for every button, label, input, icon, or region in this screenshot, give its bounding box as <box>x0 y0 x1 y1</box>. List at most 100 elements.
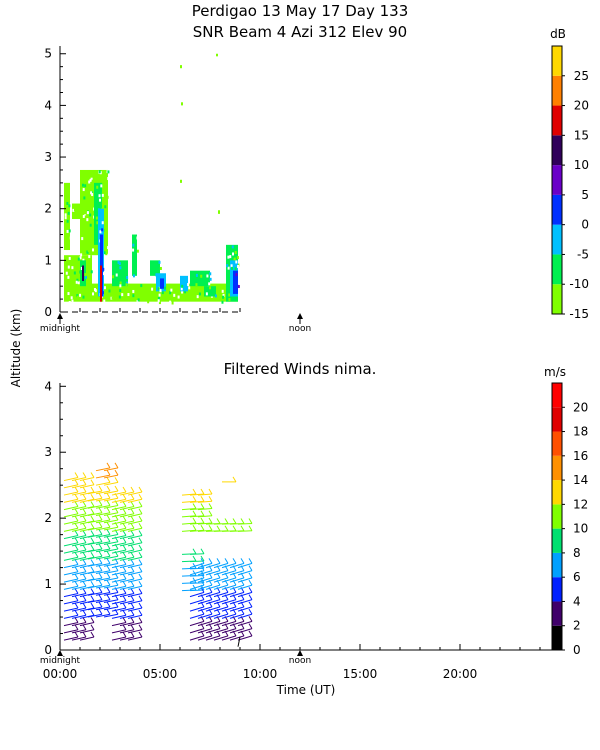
snr-speckle <box>132 289 135 293</box>
wind-barb <box>213 628 229 634</box>
wind-barb <box>213 635 229 641</box>
wind-barb-feather <box>232 525 237 532</box>
wind-barb-feather <box>192 503 197 509</box>
wind-barb <box>87 591 103 596</box>
wind-barb <box>189 577 205 583</box>
snr-colorbar-segment <box>552 46 562 76</box>
wind-barb <box>205 591 221 598</box>
wind-barb-feather <box>90 624 95 631</box>
wind-barb-feather <box>192 510 197 516</box>
wind-barb <box>79 506 95 511</box>
snr-speckle <box>200 274 203 278</box>
snr-speckle <box>68 301 71 305</box>
winds-colorbar-frame <box>551 382 563 651</box>
wind-barb-feather <box>74 559 79 565</box>
wind-barb <box>189 589 205 592</box>
wind-barb <box>197 635 213 641</box>
snr-speckle <box>76 278 79 282</box>
wind-barb <box>79 607 95 612</box>
wind-barb-feather <box>74 479 79 485</box>
wind-barb-feather <box>122 588 127 594</box>
wind-barb <box>79 549 95 554</box>
wind-barb <box>127 498 143 503</box>
snr-speckle <box>77 281 80 285</box>
wind-barb <box>95 474 111 479</box>
wind-barb <box>221 620 237 627</box>
wind-barbs <box>63 462 253 647</box>
wind-barb <box>111 506 127 511</box>
snr-speckle <box>187 283 190 287</box>
wind-barb <box>87 512 103 517</box>
wind-barb <box>237 635 253 641</box>
wind-barb <box>71 542 87 547</box>
snr-cell <box>150 260 160 276</box>
wind-barb <box>205 613 221 619</box>
wind-barb-feather <box>130 610 135 616</box>
winds-colorbar-tick-label: 10 <box>573 522 588 536</box>
wind-barb-feather <box>138 501 143 507</box>
wind-barb-feather <box>130 617 135 623</box>
wind-barb-feather <box>106 558 111 564</box>
wind-barb-feather <box>208 558 213 564</box>
wind-barb <box>189 529 205 532</box>
wind-barb <box>79 564 95 569</box>
snr-speckle <box>100 184 103 188</box>
snr-speckle <box>159 289 162 293</box>
wind-barb <box>189 522 205 525</box>
snr-speckle <box>164 296 167 300</box>
snr-speckle <box>98 194 101 198</box>
snr-speckle <box>132 274 135 278</box>
snr-speckle <box>107 246 110 250</box>
wind-barb <box>119 636 135 641</box>
snr-colorbar-segment <box>552 135 562 166</box>
snr-speckle <box>127 293 130 297</box>
snr-speckle <box>107 170 110 174</box>
wind-barb <box>111 571 127 576</box>
wind-barb-feather <box>122 581 127 587</box>
wind-barb <box>213 577 229 583</box>
snr-speckle <box>198 292 201 296</box>
snr-speckle <box>80 267 83 271</box>
wind-barb <box>71 622 87 627</box>
snr-speckle <box>89 295 92 299</box>
wind-barb-feather <box>74 602 79 609</box>
wind-barb-feather <box>138 602 143 609</box>
wind-barb <box>63 556 79 561</box>
wind-barb <box>119 571 135 576</box>
wind-barb-feather <box>122 530 127 536</box>
snr-speckle <box>221 289 224 293</box>
winds-colorbar-segment <box>552 383 562 408</box>
wind-barb-feather <box>114 477 119 483</box>
wind-barb-feather <box>224 518 229 524</box>
snr-colorbar-frame <box>551 45 563 315</box>
snr-speckle <box>208 282 211 286</box>
snr-speckle <box>90 270 93 274</box>
wind-barb <box>213 570 229 576</box>
wind-barb <box>111 535 127 540</box>
snr-speckle <box>103 233 106 237</box>
snr-speckle <box>209 277 212 281</box>
wind-barb-feather <box>130 501 135 507</box>
snr-speckle <box>81 183 84 187</box>
wind-barb <box>229 628 245 634</box>
wind-barb-feather <box>74 472 79 478</box>
wind-barb-feather <box>90 617 95 623</box>
wind-barb-feather <box>248 518 253 524</box>
snr-speckle <box>70 273 73 277</box>
wind-barb <box>197 628 213 634</box>
wind-barb-feather <box>98 485 103 492</box>
wind-barb-feather <box>98 550 103 557</box>
snr-speckle <box>73 208 76 212</box>
wind-barb-feather <box>122 595 127 602</box>
wind-barb-feather <box>248 601 253 608</box>
wind-barb-feather <box>82 559 87 565</box>
wind-barb-feather <box>90 566 95 573</box>
wind-barb <box>127 527 143 532</box>
snr-colorbar-tick-label: -5 <box>577 247 589 261</box>
wind-barb-feather <box>106 543 111 550</box>
wind-barb <box>63 614 79 619</box>
wind-barb-feather <box>122 544 127 551</box>
snr-speckle <box>209 272 212 276</box>
wind-barb-feather <box>138 522 143 529</box>
wind-barb-feather <box>216 518 221 524</box>
